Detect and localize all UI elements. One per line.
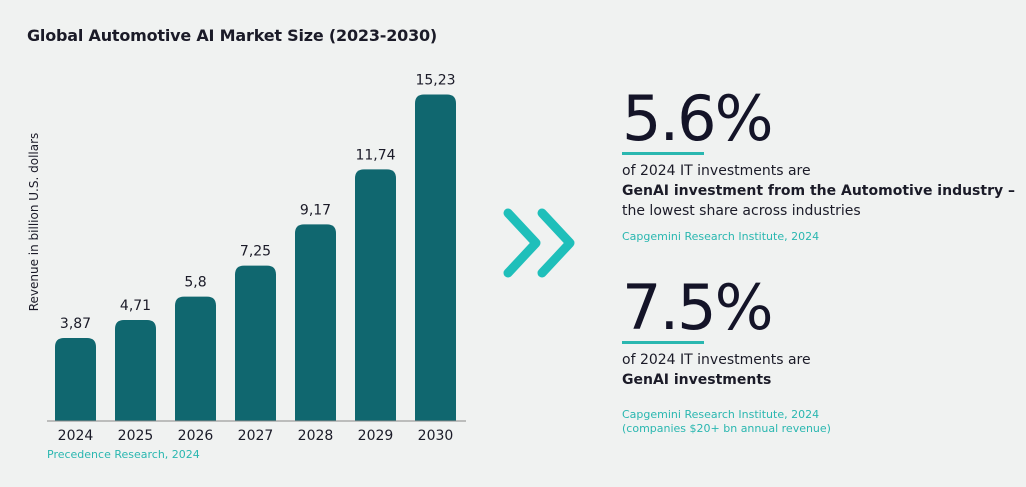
stat-value: 5.6% xyxy=(622,82,774,155)
data-label-2028: 9,17 xyxy=(300,202,331,218)
stat-text-line: of 2024 IT investments are xyxy=(622,352,811,368)
x-tick-label-2028: 2028 xyxy=(298,428,334,444)
chart-title: Global Automotive AI Market Size (2023-2… xyxy=(27,26,438,45)
bar-2024 xyxy=(55,338,96,421)
stat-underline xyxy=(622,152,704,155)
stat-block-2: 7.5% of 2024 IT investments are GenAI in… xyxy=(622,277,831,436)
x-tick-label-2029: 2029 xyxy=(358,428,394,444)
data-label-2027: 7,25 xyxy=(240,244,271,260)
y-axis-label: Revenue in billion U.S. dollars xyxy=(27,133,41,312)
stat-underline xyxy=(622,341,704,344)
stat-block-1: 5.6% of 2024 IT investments are GenAI in… xyxy=(622,88,1015,244)
x-tick-label-2026: 2026 xyxy=(178,428,214,444)
chart-source: Precedence Research, 2024 xyxy=(47,448,200,461)
data-label-2030: 15,23 xyxy=(415,73,455,89)
x-tick-label-2025: 2025 xyxy=(118,428,154,444)
data-label-2029: 11,74 xyxy=(355,147,395,163)
stat-source-note: (companies $20+ bn annual revenue) xyxy=(622,422,831,435)
bar-2027 xyxy=(235,265,276,421)
stat-text-line: the lowest share across industries xyxy=(622,203,861,219)
bar-2025 xyxy=(115,320,156,421)
stat-text-line-bold: GenAI investment from the Automotive ind… xyxy=(622,183,1015,199)
x-tick-label-2027: 2027 xyxy=(238,428,274,444)
stat-source: Capgemini Research Institute, 2024 xyxy=(622,408,820,421)
stat-value: 7.5% xyxy=(622,271,774,344)
bar-2028 xyxy=(295,224,336,421)
stat-text-line-bold: GenAI investments xyxy=(622,372,772,388)
bar-chart: 3,87 2024 4,71 2025 5,8 2026 7,25 2027 9,17 2028 1… xyxy=(27,73,466,444)
bar-2029 xyxy=(355,169,396,421)
bar-2026 xyxy=(175,296,216,421)
x-tick-label-2030: 2030 xyxy=(418,428,454,444)
x-tick-label-2024: 2024 xyxy=(58,428,94,444)
data-label-2026: 5,8 xyxy=(184,275,206,291)
data-label-2024: 3,87 xyxy=(60,316,91,332)
bar-2030 xyxy=(415,94,456,422)
double-chevron-right-icon xyxy=(503,208,575,278)
stat-source: Capgemini Research Institute, 2024 xyxy=(622,230,820,243)
data-label-2025: 4,71 xyxy=(120,298,151,314)
stat-text-line: of 2024 IT investments are xyxy=(622,163,811,179)
